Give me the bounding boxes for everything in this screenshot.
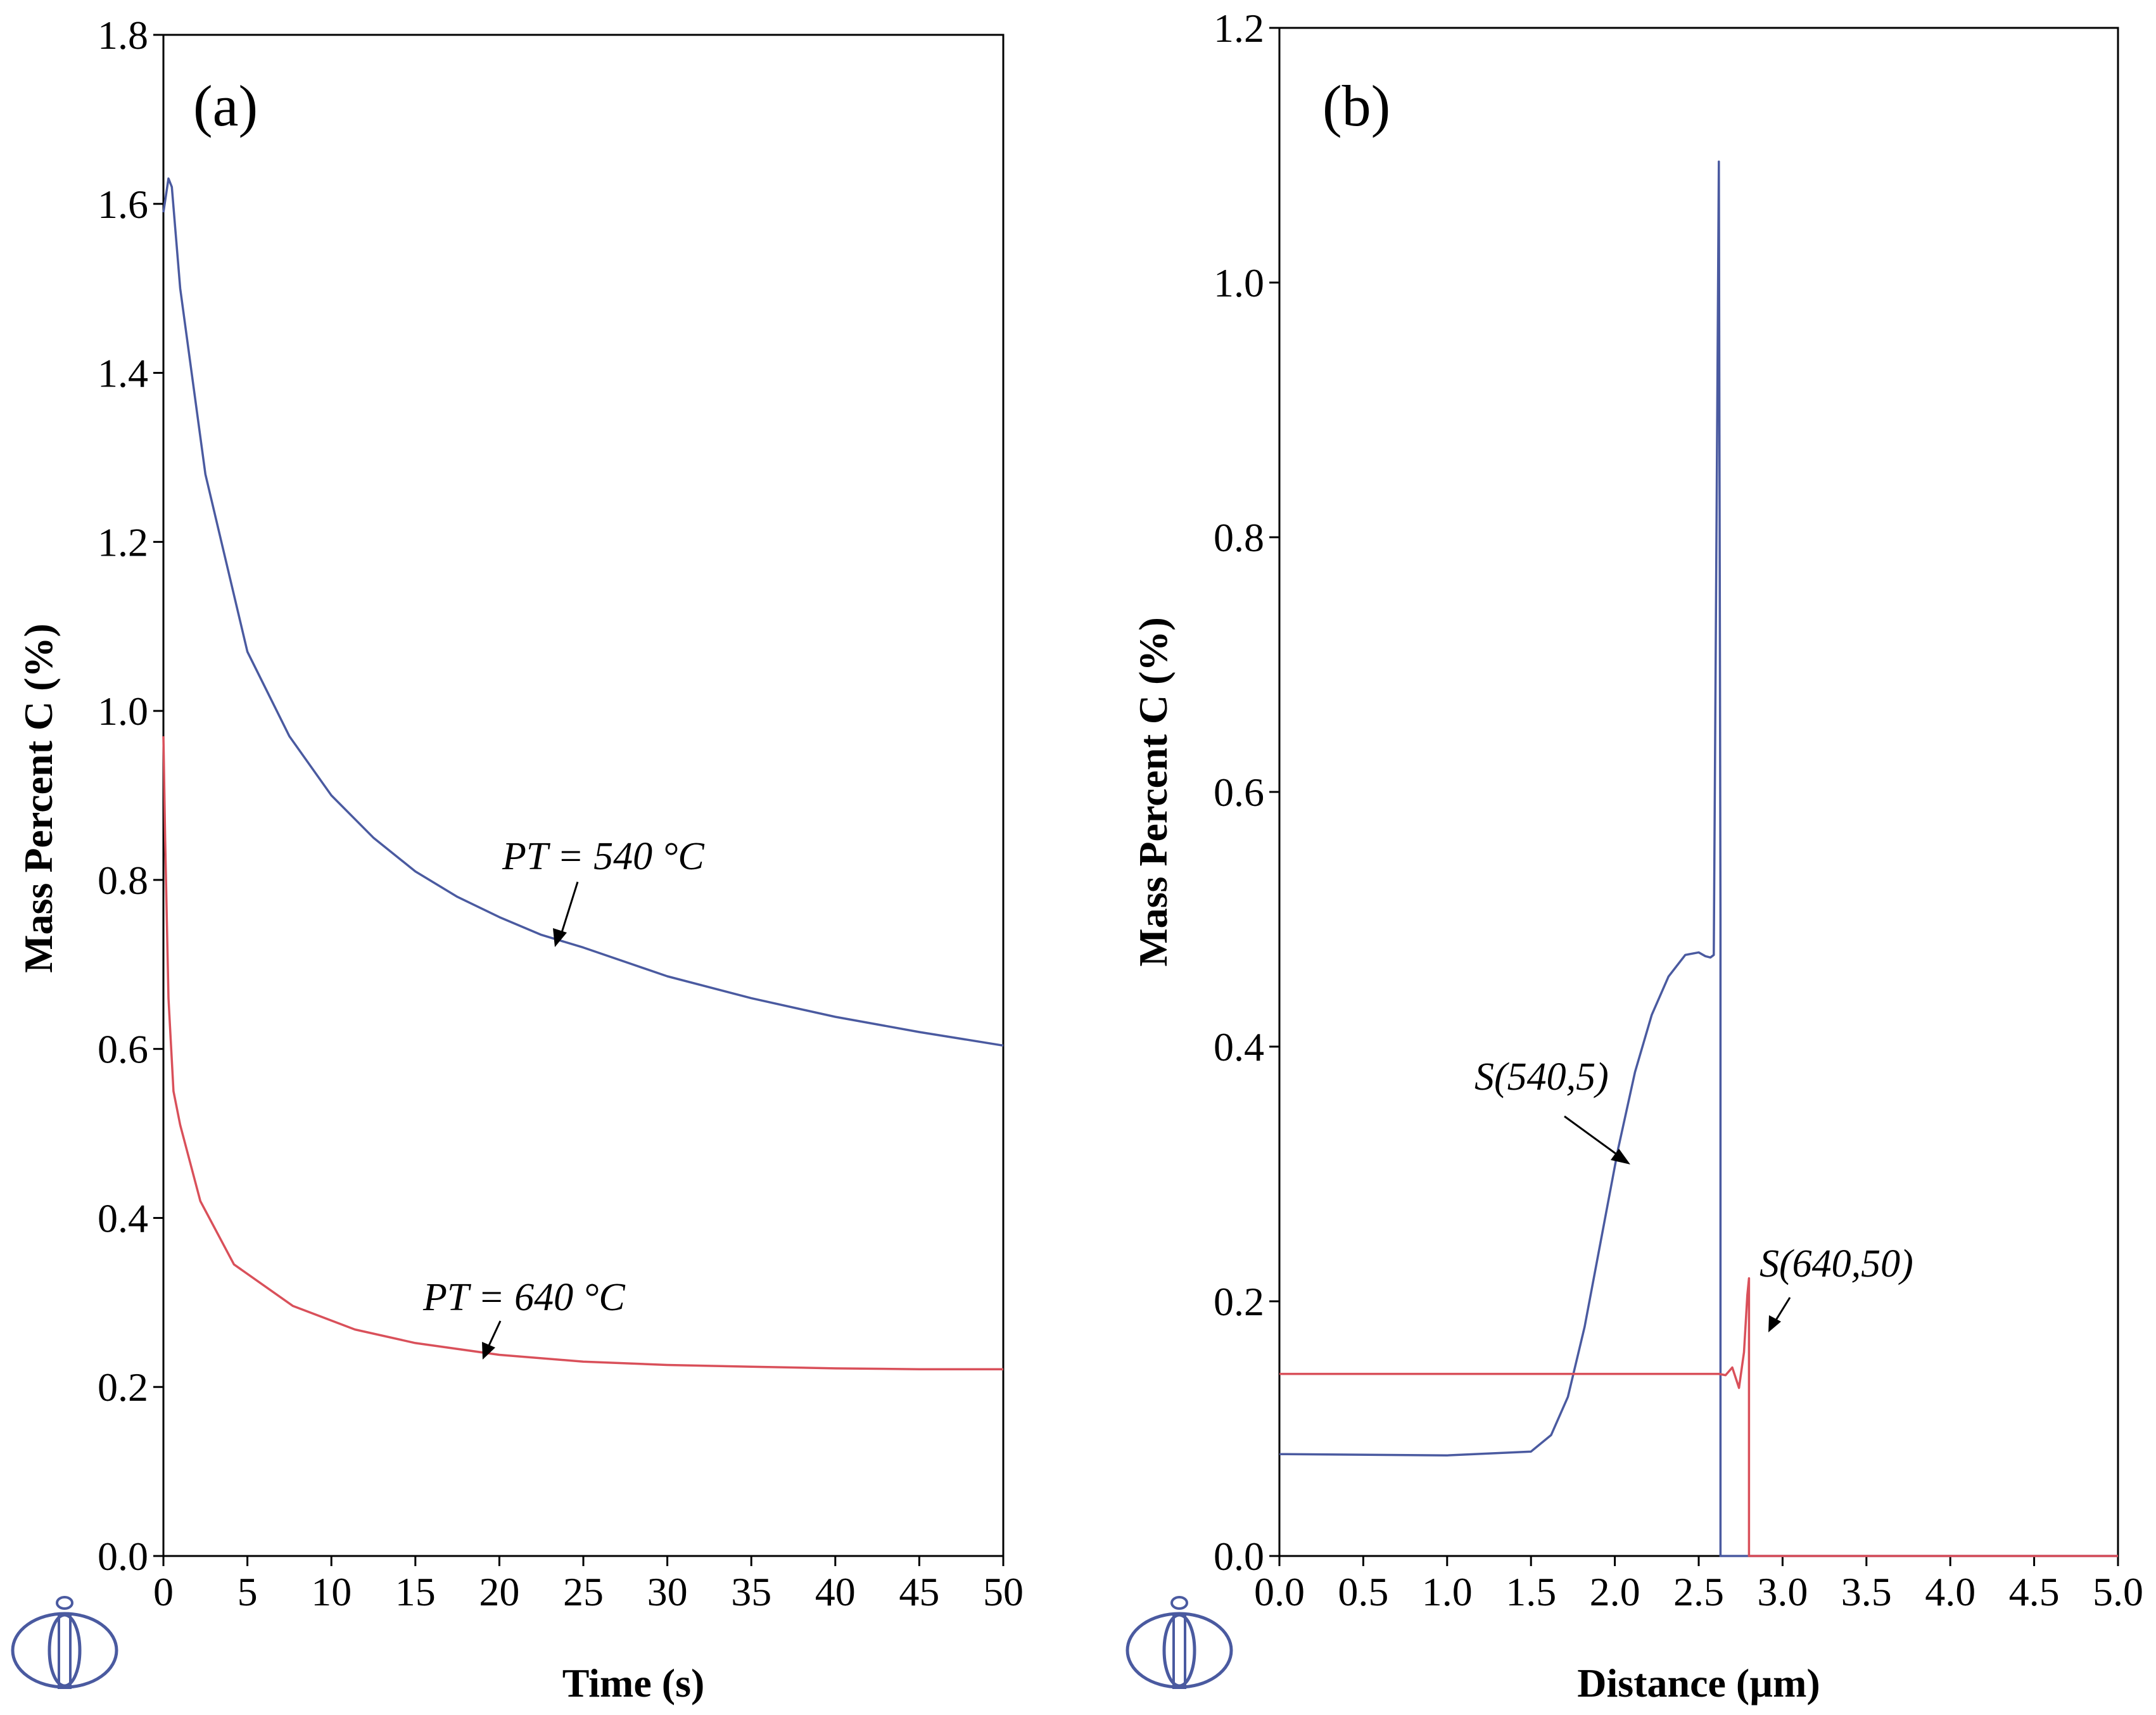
panel-b-y-tick-label: 0.2 [1214, 1279, 1264, 1324]
logo-inner-ellipse [48, 1613, 82, 1688]
panel-a-y-tick-label: 1.6 [98, 182, 148, 227]
logo-bar [58, 1613, 72, 1689]
panel-a-arrowhead-640 [482, 1342, 495, 1360]
logo-inner-ellipse [1162, 1613, 1196, 1688]
panel-a-x-tick-label: 20 [479, 1569, 519, 1614]
panel-a-letter: (a) [193, 73, 258, 138]
panel-a-y-tick-label: 1.8 [98, 13, 148, 58]
panel-a-x-tick-label: 30 [647, 1569, 688, 1614]
panel-a-thermo-calc-logo [11, 1596, 118, 1689]
panel-a-x-tick-label: 15 [395, 1569, 436, 1614]
panel-a: 0 5 10 15 20 25 30 35 40 45 50 0.0 0.2 0.4 0.6 0.8 1.0 1.… [11, 13, 1024, 1705]
panel-a-y-tick-label: 1.0 [98, 689, 148, 734]
panel-b-x-tick-label: 3.5 [1841, 1569, 1892, 1614]
panel-b-x-tick-label: 3.0 [1757, 1569, 1808, 1614]
panel-b-y-axis-title: Mass Percent C (%) [1131, 617, 1176, 967]
panel-b-x-tick-label: 4.0 [1925, 1569, 1975, 1614]
panel-a-x-axis-title: Time (s) [562, 1661, 705, 1705]
panel-a-y-tick-label: 0.6 [98, 1027, 148, 1072]
panel-a-x-tick-label: 25 [563, 1569, 604, 1614]
panel-b-series [1279, 160, 2118, 1557]
panel-b-series-line-s-540-5 [1279, 160, 2118, 1557]
panel-a-y-tick-label: 0.4 [98, 1195, 148, 1240]
panel-b-series-line-s-640-50 [1279, 1277, 2118, 1557]
logo-ellipse [1126, 1612, 1233, 1689]
panel-b-x-tick-label: 2.0 [1590, 1569, 1640, 1614]
panel-b-arrow-540 [1564, 1115, 1621, 1158]
logo-bar [1172, 1613, 1186, 1689]
panel-a-y-tick-label: 0.0 [98, 1534, 148, 1579]
panel-b-x-tick-label: 5.0 [2093, 1569, 2143, 1614]
panel-a-x-tick-label: 50 [983, 1569, 1024, 1614]
panel-b-x-axis-title: Distance (µm) [1577, 1661, 1820, 1705]
panel-b-x-tick-label: 4.5 [2009, 1569, 2060, 1614]
panel-b: 0.0 0.5 1.0 1.5 2.0 2.5 3.0 3.5 4.0 4.5 5.0 0.0 0.2 0… [1126, 6, 2143, 1705]
panel-a-x-tick-label: 45 [899, 1569, 939, 1614]
panel-b-y-tick-label: 0.0 [1214, 1534, 1264, 1579]
panel-a-x-tick-label: 10 [311, 1569, 352, 1614]
panel-b-y-tick-label: 1.0 [1214, 260, 1264, 305]
logo-ellipse [11, 1612, 118, 1689]
panel-b-x-tick-label: 0.0 [1254, 1569, 1305, 1614]
panel-b-annotation-640: S(640,50) [1760, 1242, 1913, 1285]
panel-a-x-tick-label: 35 [731, 1569, 771, 1614]
panel-a-y-tick-label: 1.4 [98, 351, 148, 396]
logo-dot [1170, 1596, 1188, 1610]
logo-dot [56, 1596, 73, 1610]
panel-a-y-tick-label: 1.2 [98, 520, 148, 564]
panel-a-arrowhead-540 [553, 928, 567, 947]
panel-a-plot-frame [162, 34, 1005, 1557]
panel-b-y-tick-label: 0.4 [1214, 1024, 1264, 1069]
panel-a-arrow-640 [486, 1320, 502, 1349]
panel-b-x-tick-label: 2.5 [1673, 1569, 1724, 1614]
panel-b-plot-frame [1278, 27, 2119, 1557]
panel-b-arrowhead-640 [1768, 1315, 1781, 1332]
panel-b-ticks: 0.0 0.5 1.0 1.5 2.0 2.5 3.0 3.5 4.0 4.5 5.0 0.0 0.2 0… [1214, 6, 2143, 1614]
panel-a-series-line-pt-640-c [162, 736, 1003, 1370]
panel-b-y-tick-label: 0.6 [1214, 770, 1264, 815]
panel-a-ticks: 0 5 10 15 20 25 30 35 40 45 50 0.0 0.2 0.4 0.6 0.8 1.0 1.… [98, 13, 1024, 1614]
panel-b-annotation-540: S(540,5) [1474, 1055, 1609, 1099]
panel-a-y-tick-label: 0.2 [98, 1365, 148, 1410]
panel-a-annotation-640: PT = 640 °C [422, 1276, 625, 1319]
panel-b-arrowhead-540 [1611, 1149, 1630, 1164]
panel-a-annotation-540: PT = 540 °C [502, 835, 704, 878]
panel-b-x-tick-label: 1.0 [1422, 1569, 1473, 1614]
panel-b-y-tick-label: 0.8 [1214, 515, 1264, 560]
panel-b-y-tick-label: 1.2 [1214, 6, 1264, 51]
panel-a-arrow-540 [559, 881, 579, 937]
panel-b-letter: (b) [1322, 73, 1390, 138]
panel-b-x-tick-label: 0.5 [1338, 1569, 1388, 1614]
panel-a-series [162, 177, 1004, 1370]
panel-a-series-line-pt-540-c [162, 177, 1004, 1047]
panel-a-x-tick-label: 5 [238, 1569, 258, 1614]
panel-b-x-tick-label: 1.5 [1506, 1569, 1556, 1614]
panel-a-x-tick-label: 0 [153, 1569, 174, 1614]
panel-b-thermo-calc-logo [1126, 1596, 1233, 1689]
panel-a-x-tick-label: 40 [815, 1569, 856, 1614]
panel-a-y-axis-title: Mass Percent C (%) [16, 623, 61, 973]
panel-a-y-tick-label: 0.8 [98, 858, 148, 903]
